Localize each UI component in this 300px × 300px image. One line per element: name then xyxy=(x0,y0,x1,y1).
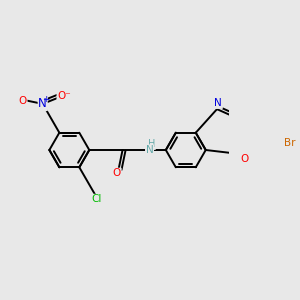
Text: H: H xyxy=(148,139,155,149)
Text: Br: Br xyxy=(284,138,296,148)
Text: Cl: Cl xyxy=(92,194,102,204)
Text: O: O xyxy=(241,154,249,164)
Text: O⁻: O⁻ xyxy=(57,91,71,100)
Text: N: N xyxy=(38,98,47,110)
Text: O: O xyxy=(19,96,27,106)
Text: O: O xyxy=(113,168,121,178)
Text: +: + xyxy=(42,95,50,104)
Text: N: N xyxy=(146,145,153,155)
Text: N: N xyxy=(214,98,222,108)
